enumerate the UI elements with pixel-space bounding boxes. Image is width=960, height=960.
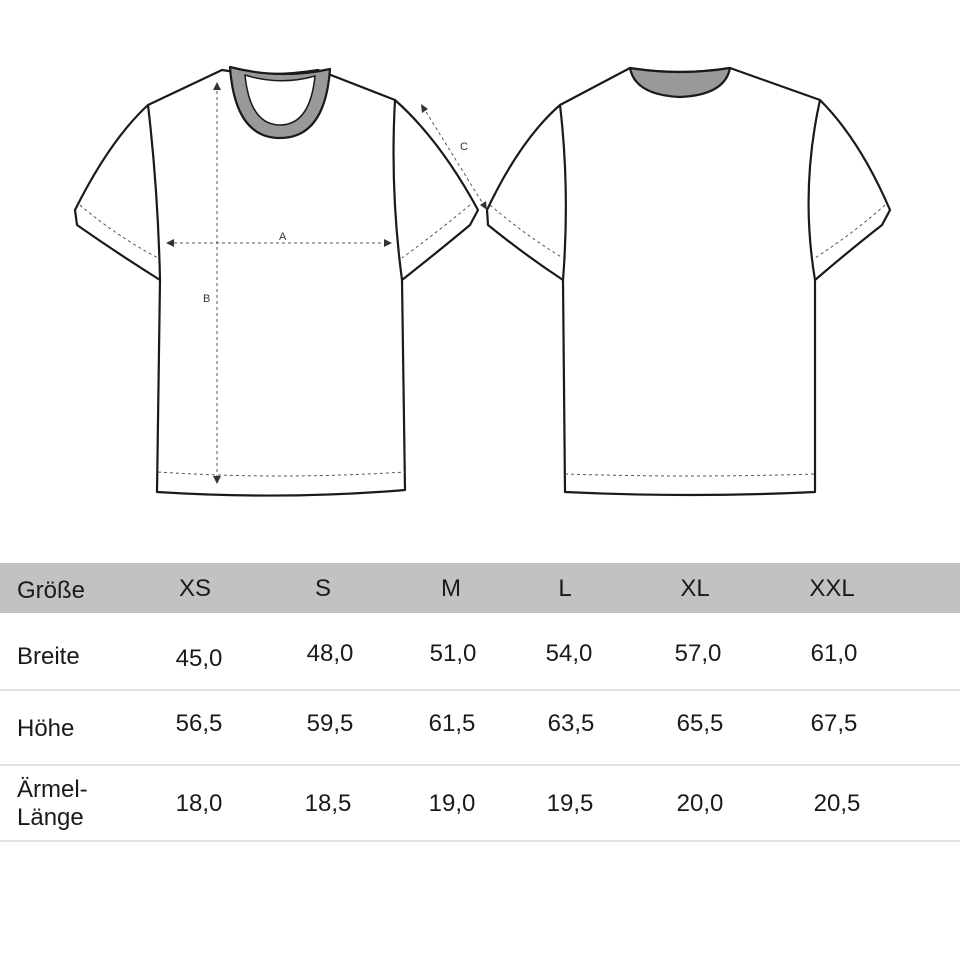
size-header: M bbox=[441, 575, 461, 602]
table-cell: 63,5 bbox=[547, 710, 595, 737]
table-cell: 65,5 bbox=[676, 710, 724, 737]
table-cell: 19,5 bbox=[546, 790, 594, 817]
size-header: XS bbox=[178, 575, 212, 602]
table-cell: 45,0 bbox=[175, 645, 223, 672]
size-header: XXL bbox=[809, 575, 855, 602]
table-cell: 19,0 bbox=[428, 790, 476, 817]
table-cell: 18,5 bbox=[304, 790, 352, 817]
row-label-breite: Breite bbox=[17, 643, 80, 670]
row-label-line: Ärmel- bbox=[17, 776, 88, 803]
measure-a-label: A bbox=[279, 231, 287, 243]
tshirt-diagram: A B C bbox=[73, 65, 892, 497]
table-cell: 18,0 bbox=[175, 790, 223, 817]
row-label-aermel: Ärmel- Länge bbox=[17, 776, 88, 832]
front-tshirt-outline bbox=[73, 68, 480, 497]
table-cell: 61,5 bbox=[428, 710, 476, 737]
table-cell: 48,0 bbox=[306, 640, 354, 667]
row-divider bbox=[0, 764, 960, 766]
table-cell: 54,0 bbox=[545, 640, 593, 667]
measure-c-line bbox=[422, 106, 486, 208]
size-header: XL bbox=[680, 575, 710, 602]
back-tshirt-outline bbox=[485, 66, 892, 497]
table-cell: 51,0 bbox=[429, 640, 477, 667]
row-divider bbox=[0, 840, 960, 842]
table-cell: 61,0 bbox=[810, 640, 858, 667]
row-label-line: Länge bbox=[17, 804, 84, 831]
measure-c-label: C bbox=[460, 141, 468, 153]
table-cell: 20,0 bbox=[676, 790, 724, 817]
back-collar bbox=[628, 66, 732, 99]
table-header bbox=[0, 563, 960, 613]
row-divider bbox=[0, 689, 960, 691]
table-cell: 59,5 bbox=[306, 710, 354, 737]
table-cell: 67,5 bbox=[810, 710, 858, 737]
row-label-hoehe: Höhe bbox=[17, 715, 75, 742]
table-cell: 56,5 bbox=[175, 710, 223, 737]
table-cell: 57,0 bbox=[674, 640, 722, 667]
size-header: L bbox=[558, 575, 572, 602]
header-label: Größe bbox=[17, 577, 86, 604]
table-cell: 20,5 bbox=[813, 790, 861, 817]
size-header: S bbox=[314, 575, 332, 602]
measure-b-label: B bbox=[203, 293, 210, 305]
